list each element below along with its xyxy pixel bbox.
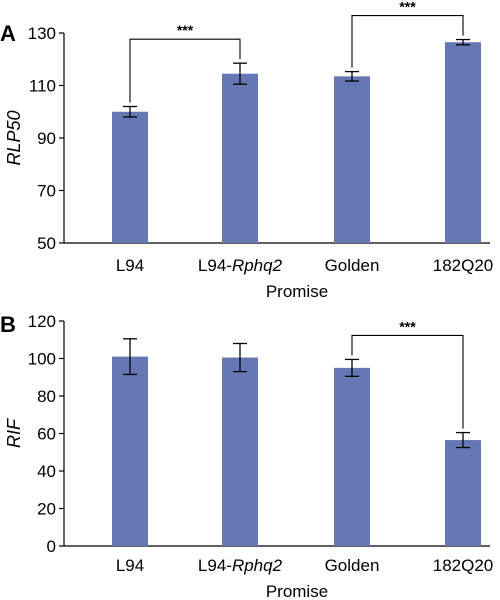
bar: [112, 111, 148, 243]
y-tick-label: 40: [37, 462, 56, 481]
bar: [222, 357, 258, 546]
x-tick-label-italic: Rphq2: [232, 256, 283, 275]
panel-label: B: [0, 312, 16, 337]
bar: [334, 76, 370, 243]
panel-label: A: [0, 21, 16, 46]
x-tick-label: Golden: [325, 556, 380, 575]
y-tick-label: 0: [47, 537, 56, 556]
y-axis-label: RIF: [4, 418, 24, 448]
y-tick-label: 90: [37, 129, 56, 148]
chart-panel-A: A 50 70 90 110 130 RLP50 L94 L94-Rphq2 Golden 182Q…: [0, 0, 493, 301]
significance-label: ***: [177, 22, 194, 38]
bar: [445, 440, 481, 546]
y-tick-label: 60: [37, 425, 56, 444]
y-axis-label: RLP50: [4, 110, 24, 165]
y-tick-label: 100: [28, 350, 56, 369]
x-tick-label-base: 182Q20: [433, 556, 494, 575]
x-tick-label: L94: [116, 256, 144, 275]
x-tick-label-base: L94: [116, 556, 144, 575]
y-tick-label: 120: [28, 312, 56, 331]
bar: [334, 367, 370, 546]
significance-label: ***: [399, 318, 416, 334]
x-axis-label: Promise: [266, 282, 328, 301]
y-tick-label: 50: [37, 234, 56, 253]
x-tick-label: L94-Rphq2: [198, 256, 283, 275]
x-tick-label-base: 182Q20: [433, 256, 494, 275]
x-tick-label: 182Q20: [433, 556, 494, 575]
significance-label: ***: [399, 0, 416, 15]
y-tick-label: 80: [37, 387, 56, 406]
x-tick-label-base: L94: [116, 256, 144, 275]
x-tick-label-base: L94-: [198, 556, 232, 575]
y-tick-label: 130: [28, 24, 56, 43]
x-tick-label: Golden: [325, 256, 380, 275]
significance-bracket: [351, 15, 464, 68]
bar: [112, 356, 148, 546]
chart-panel-B: B 0 20 40 60 80 100 120 RIF L94 L94-Rphq2 Golden 182…: [0, 312, 493, 600]
x-tick-label-base: Golden: [325, 256, 380, 275]
bar: [445, 42, 481, 243]
x-axis-label: Promise: [266, 582, 328, 600]
x-tick-label-base: Golden: [325, 556, 380, 575]
x-tick-label-italic: Rphq2: [232, 556, 283, 575]
y-tick-label: 20: [37, 500, 56, 519]
x-tick-label: L94-Rphq2: [198, 556, 283, 575]
y-tick-label: 70: [37, 182, 56, 201]
x-tick-label: L94: [116, 556, 144, 575]
significance-bracket: [129, 38, 241, 103]
y-tick-label: 110: [29, 77, 56, 96]
x-tick-label: 182Q20: [433, 256, 494, 275]
significance-bracket: [351, 334, 464, 429]
bar: [222, 73, 258, 243]
x-tick-label-base: L94-: [198, 256, 232, 275]
